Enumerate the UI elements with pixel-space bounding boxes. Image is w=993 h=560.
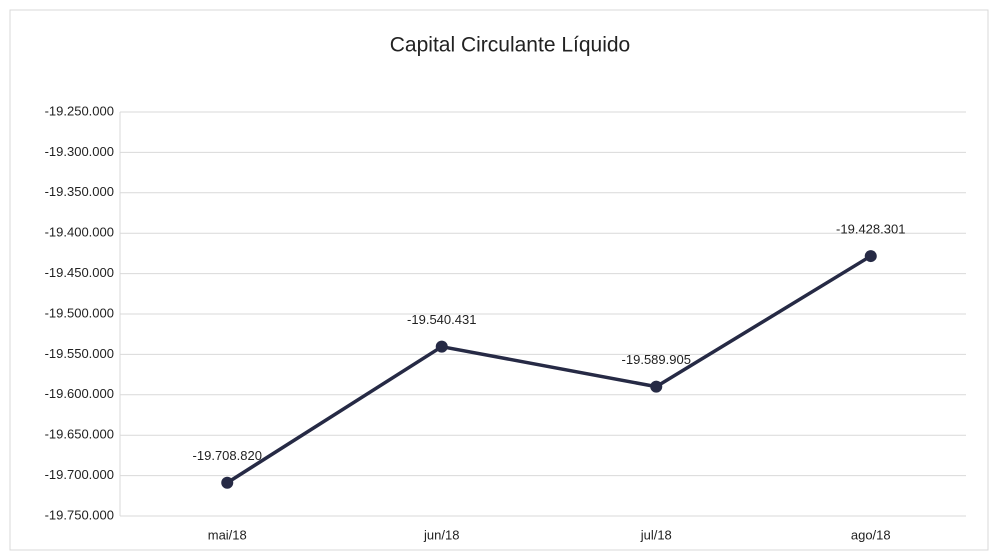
x-tick-label: ago/18 (851, 527, 891, 542)
y-tick-label: -19.650.000 (45, 427, 114, 442)
y-tick-label: -19.500.000 (45, 305, 114, 320)
y-tick-label: -19.400.000 (45, 225, 114, 240)
marker (435, 340, 448, 353)
y-tick-label: -19.600.000 (45, 386, 114, 401)
line (226, 254, 872, 485)
y-tick-label: -19.550.000 (45, 346, 114, 361)
y-tick-label: -19.450.000 (45, 265, 114, 280)
y-tick-label: -19.700.000 (45, 467, 114, 482)
y-tick-label: -19.300.000 (45, 144, 114, 159)
x-tick-label: jun/18 (423, 527, 459, 542)
x-tick-label: jul/18 (640, 527, 672, 542)
chart-title: Capital Circulante Líquido (390, 34, 630, 57)
marker (221, 476, 234, 489)
x-tick-label: mai/18 (208, 527, 247, 542)
y-tick-label: -19.350.000 (45, 184, 114, 199)
data-label: -19.540.431 (407, 312, 476, 327)
marker (650, 380, 663, 393)
y-tick-label: -19.750.000 (45, 507, 114, 522)
chart-border (9, 9, 989, 551)
data-label: -19.589.905 (622, 352, 691, 367)
y-tick-label: -19.250.000 (45, 103, 114, 118)
data-label: -19.708.820 (193, 448, 262, 463)
marker (864, 250, 877, 263)
data-label: -19.428.301 (836, 222, 905, 237)
